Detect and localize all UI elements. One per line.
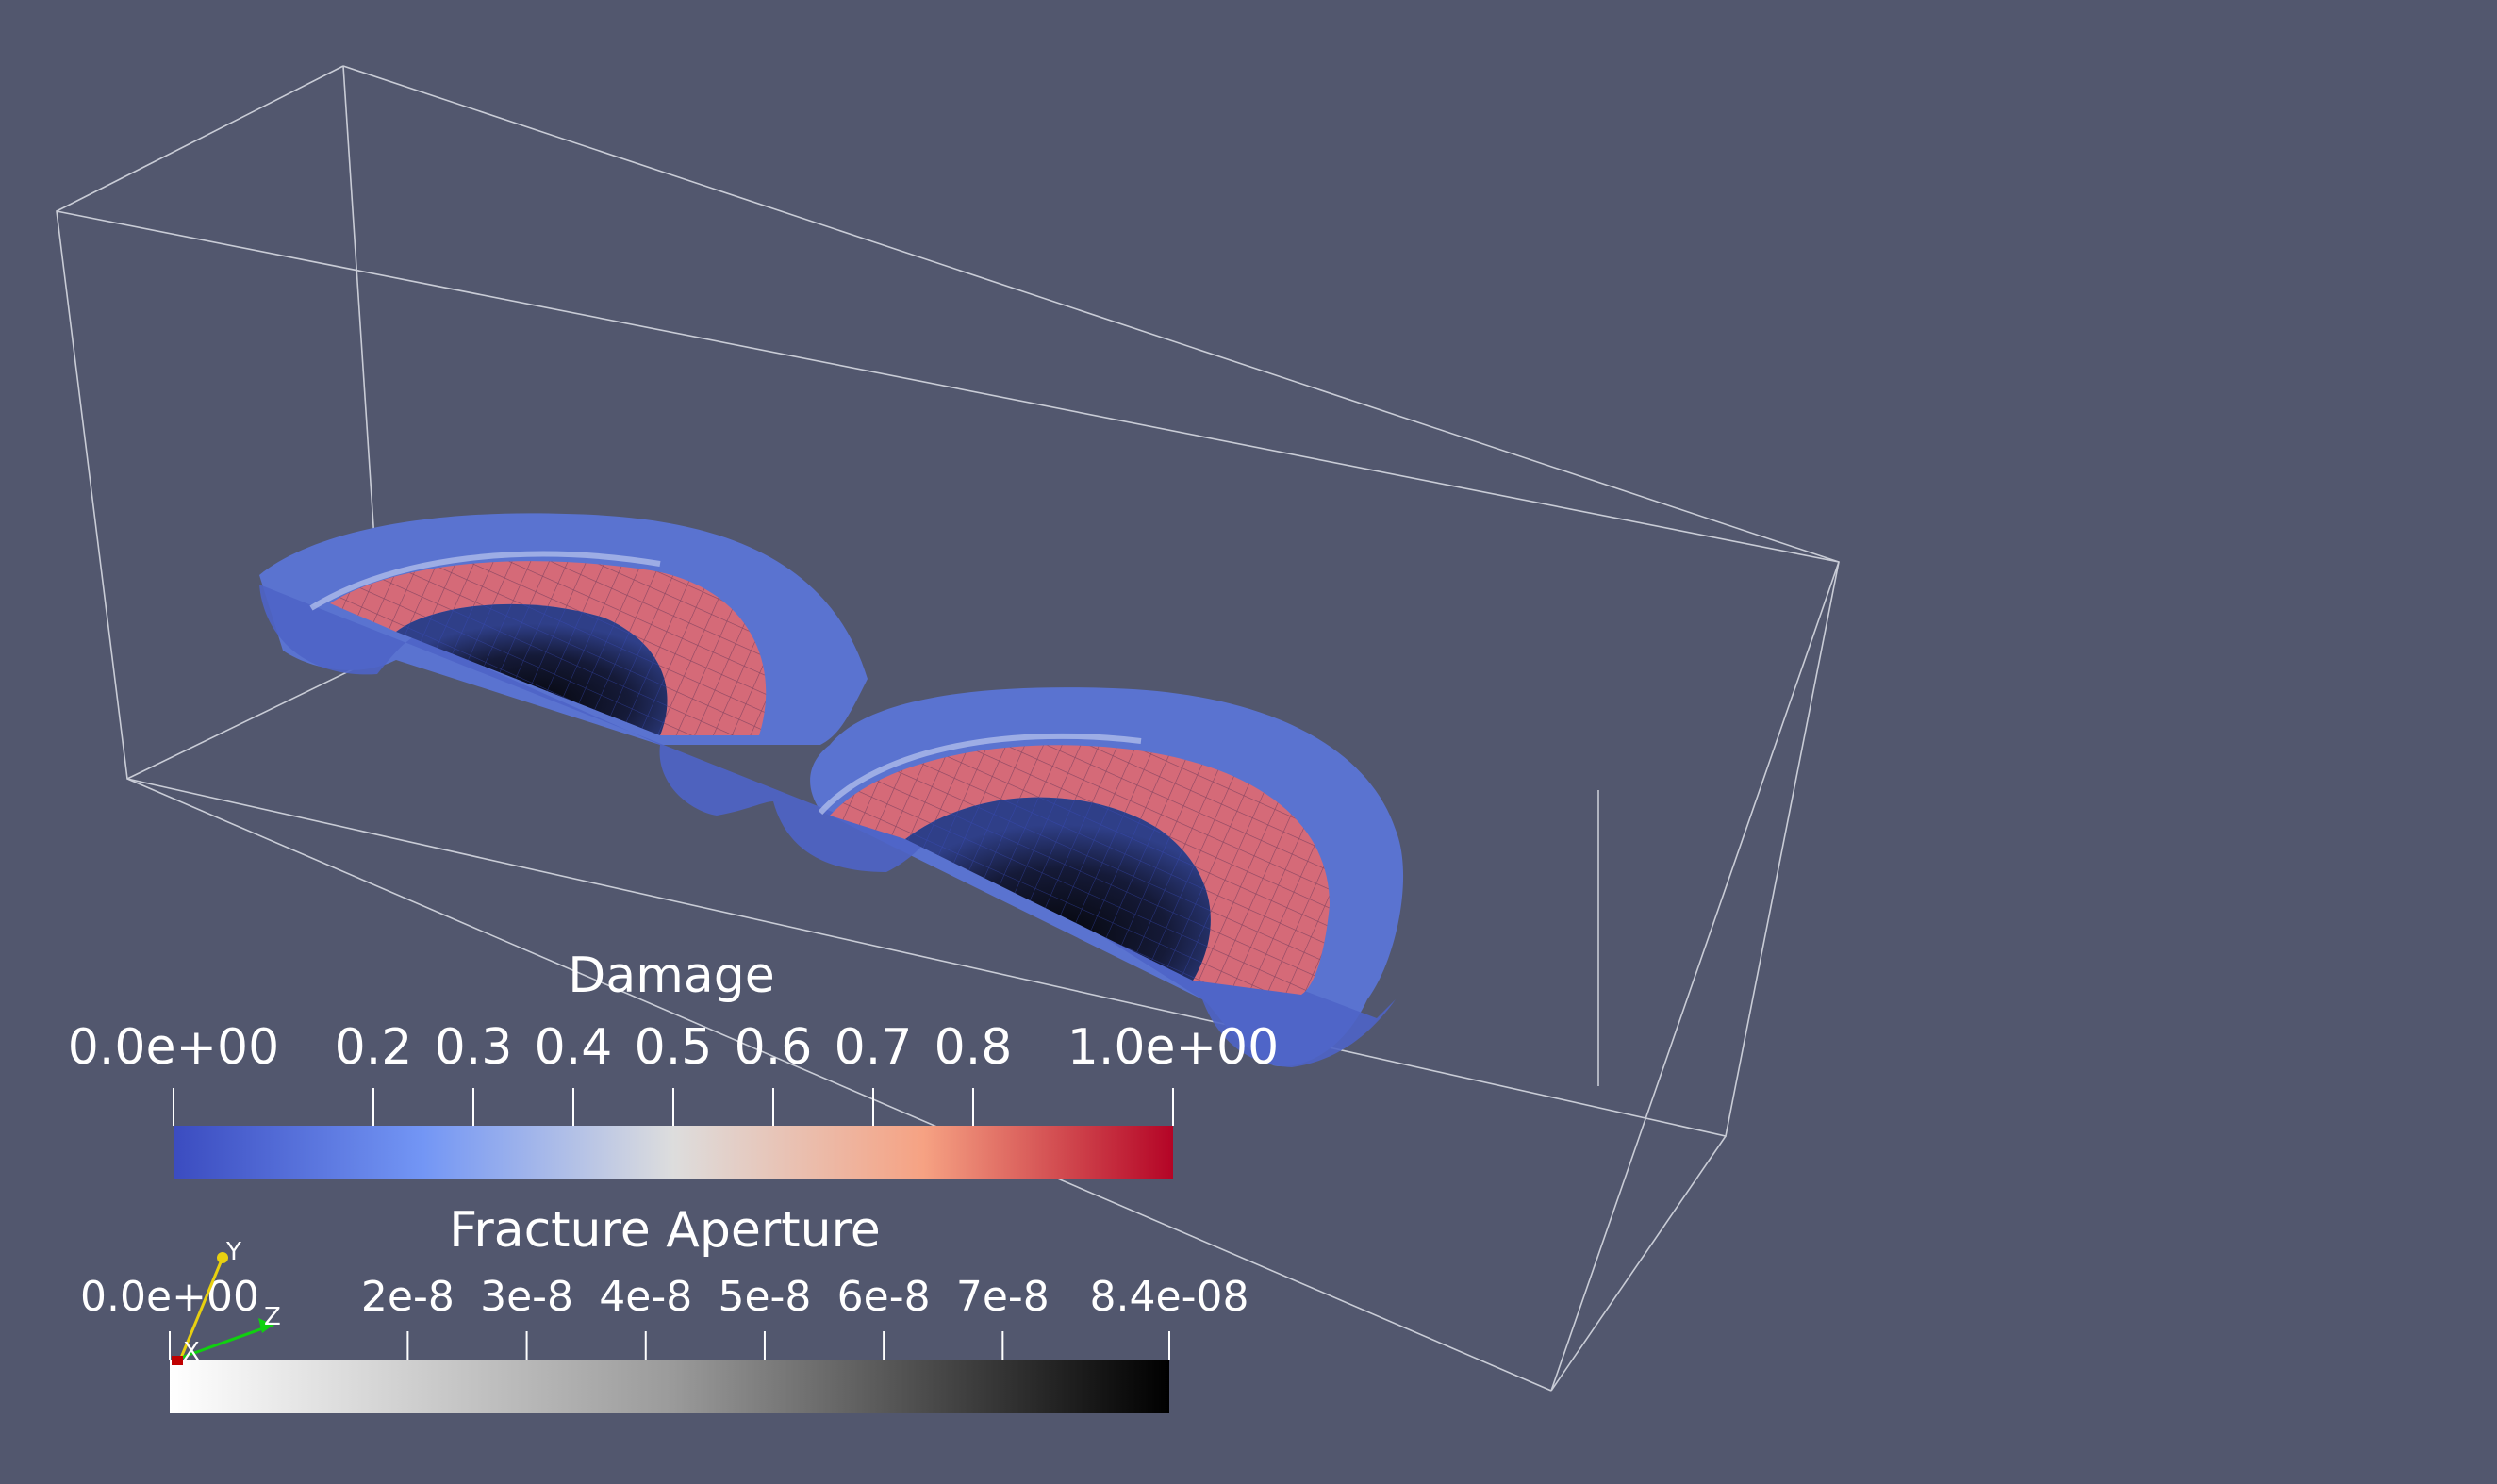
aperture-tick-label: 6e-8: [837, 1273, 931, 1321]
damage-tick-label: 0.7: [835, 1019, 913, 1076]
y-axis-line: [179, 1257, 224, 1359]
z-axis-line: [180, 1323, 274, 1360]
aperture-tick-label: 7e-8: [956, 1273, 1050, 1321]
z-axis-tip: [258, 1318, 273, 1333]
orientation-axes-triad[interactable]: Y Z X: [172, 1238, 281, 1366]
damage-tick-label: 0.2: [335, 1019, 413, 1076]
axis-label-y: Y: [225, 1238, 241, 1266]
aperture-tick-label: 0.0e+00: [80, 1273, 259, 1321]
damage-tick-label: 1.0e+00: [1067, 1019, 1279, 1076]
aperture-colorbar-legend: Fracture Aperture 0.0e+00 2e-8 3e-8 4e-8 5e-…: [80, 1202, 1248, 1413]
damage-shell-bottom-lobes: [259, 585, 1396, 1067]
damage-tick-label: 0.3: [435, 1019, 513, 1076]
aperture-tick-label: 3e-8: [480, 1273, 573, 1321]
aperture-tick-label: 4e-8: [599, 1273, 692, 1321]
damage-tick-label: 0.8: [934, 1019, 1013, 1076]
aperture-tick-label: 8.4e-08: [1090, 1273, 1249, 1321]
damage-tick-label: 0.6: [735, 1019, 813, 1076]
axis-label-x: X: [183, 1338, 200, 1366]
damage-tick-label: 0.0e+00: [68, 1019, 279, 1076]
aperture-colorbar: [170, 1360, 1169, 1413]
damage-colorbar: [174, 1126, 1173, 1179]
fracture-geometry: [259, 513, 1404, 1067]
aperture-legend-title: Fracture Aperture: [449, 1202, 881, 1259]
y-axis-tip: [217, 1252, 228, 1263]
damage-tick-label: 0.5: [635, 1019, 713, 1076]
x-axis-tip: [172, 1356, 183, 1365]
damage-legend-title: Damage: [568, 948, 774, 1004]
aperture-tick-label: 2e-8: [361, 1273, 455, 1321]
damage-colorbar-legend: Damage 0.0e+00 0.2 0.3 0.4 0.5 0.6 0.7 0.8 1.0e+…: [68, 948, 1279, 1179]
aperture-tick-label: 5e-8: [718, 1273, 811, 1321]
axis-label-z: Z: [264, 1303, 281, 1331]
bounding-box-outline: [56, 65, 1840, 1392]
damage-tick-label: 0.4: [535, 1019, 613, 1076]
